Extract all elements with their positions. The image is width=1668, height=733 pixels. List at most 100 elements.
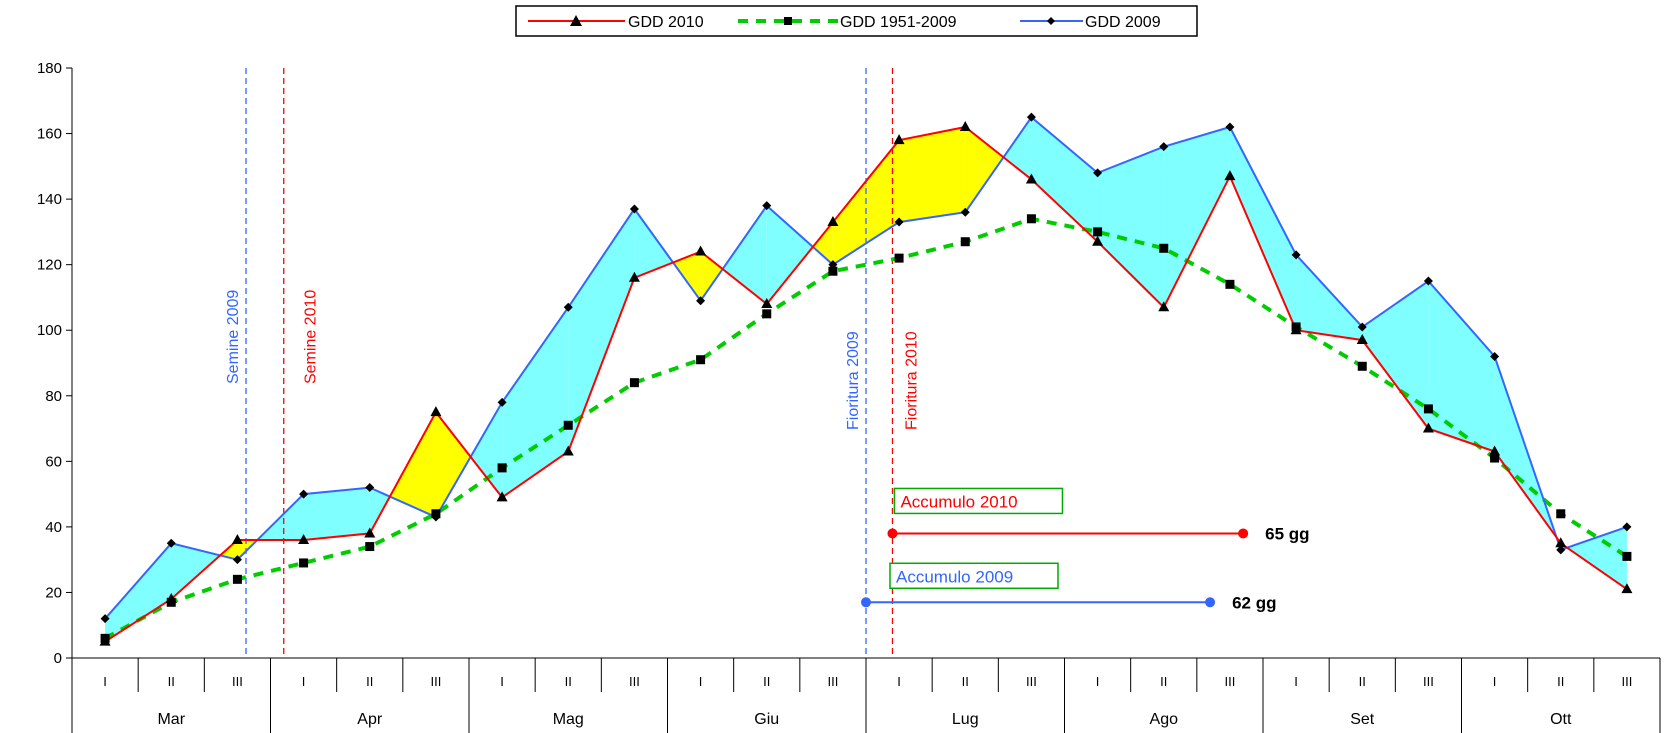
fill-2010-above [389, 412, 436, 518]
legend-label-mean: GDD 1951-2009 [840, 14, 957, 31]
y-tick-label: 80 [45, 388, 62, 405]
fill-2009-above [369, 487, 390, 534]
accumulation-start-0 [887, 528, 898, 539]
y-tick-label: 100 [37, 322, 62, 339]
point-gdd-2009 [1423, 276, 1433, 286]
series-layer [99, 112, 1633, 646]
legend-label-2009: GDD 2009 [1085, 14, 1161, 31]
point-gdd-2009 [1556, 545, 1566, 555]
point-gdd-2009 [497, 397, 507, 407]
point-gdd-1951-2009 [1423, 404, 1433, 414]
point-gdd-2010 [1025, 173, 1037, 184]
accumulation-label-1: Accumulo 2009 [896, 567, 1013, 586]
month-label: Giu [754, 711, 779, 728]
decade-label: II [1557, 674, 1564, 689]
point-gdd-2010 [430, 406, 442, 417]
month-label: Apr [357, 711, 383, 728]
y-tick-label: 140 [37, 191, 62, 208]
decade-label: III [1026, 674, 1037, 689]
point-gdd-1951-2009 [1357, 361, 1367, 371]
decade-label: I [897, 674, 901, 689]
decade-label: II [962, 674, 969, 689]
decade-label: II [1160, 674, 1167, 689]
point-gdd-2010 [1356, 334, 1368, 345]
point-gdd-2009 [100, 614, 110, 624]
point-gdd-2010 [628, 271, 640, 282]
point-gdd-1951-2009 [1490, 453, 1500, 463]
point-gdd-2010 [1489, 445, 1501, 456]
accumulation-label-box-1 [889, 562, 1059, 590]
fill-2009-above [171, 543, 221, 599]
decade-label: III [629, 674, 640, 689]
fill-2009-above [1296, 254, 1363, 341]
event-lines: Semine 2009 Semine 2010 Fioritura 2009 Fior… [225, 68, 920, 658]
legend-marker-mean [784, 17, 792, 25]
legend: GDD 2010 GDD 1951-2009 GDD 2009 [515, 5, 1198, 37]
accumulation-start-1 [861, 597, 871, 608]
point-gdd-2009 [232, 555, 242, 565]
difference-fills [105, 117, 1627, 642]
point-gdd-2010 [165, 593, 177, 603]
point-gdd-2010 [959, 121, 971, 131]
legend-label-2010: GDD 2010 [628, 14, 704, 31]
accumulation-days-1: 62 gg [1232, 593, 1276, 612]
point-gdd-2009 [894, 217, 904, 227]
series-line-gdd-1951-2009 [104, 216, 1628, 641]
point-gdd-2009 [1225, 122, 1235, 132]
point-gdd-2009 [762, 201, 772, 211]
decade-label: III [1621, 674, 1632, 689]
fill-2009-above [1229, 127, 1297, 331]
decade-label: II [1359, 674, 1366, 689]
series-line-gdd-2010 [104, 125, 1628, 643]
fill-2009-above [105, 543, 172, 642]
fill-2010-above [435, 412, 471, 518]
point-gdd-2010 [298, 534, 310, 544]
y-tick-label: 160 [37, 126, 62, 143]
point-gdd-1951-2009 [696, 355, 706, 365]
fill-2010-above [899, 127, 966, 223]
legend-marker-2009 [1047, 17, 1055, 25]
decade-label: II [168, 674, 175, 689]
series-line-gdd-2009 [104, 115, 1628, 620]
fill-2009-above [1031, 117, 1098, 242]
y-tick-label: 60 [45, 453, 62, 470]
point-gdd-2009 [1093, 168, 1103, 178]
decade-label: II [565, 674, 572, 689]
fill-2009-above [470, 402, 503, 498]
y-tick-label: 20 [45, 584, 62, 601]
point-gdd-2010 [893, 134, 905, 145]
point-gdd-2009 [1291, 250, 1301, 260]
decade-label: I [1294, 674, 1298, 689]
point-gdd-1951-2009 [1556, 509, 1566, 519]
month-label: Mar [157, 711, 185, 728]
point-gdd-2010 [562, 445, 574, 456]
point-gdd-1951-2009 [1622, 551, 1632, 561]
month-label: Lug [952, 711, 979, 728]
point-gdd-2010 [1092, 235, 1104, 246]
month-label: Mag [553, 711, 584, 728]
point-gdd-1951-2009 [894, 253, 904, 263]
point-gdd-2010 [827, 216, 839, 227]
point-gdd-2009 [1026, 112, 1036, 122]
point-gdd-1951-2009 [629, 378, 639, 388]
point-gdd-1951-2009 [563, 420, 573, 430]
vline-label-2: Fioritura 2009 [845, 331, 862, 430]
fill-2009-above [1097, 146, 1164, 308]
legend-box [515, 5, 1198, 37]
point-gdd-2010 [496, 491, 508, 502]
y-tick-label: 40 [45, 519, 62, 536]
decade-label: III [232, 674, 243, 689]
vline-label-3: Fioritura 2010 [903, 331, 920, 430]
point-gdd-2009 [828, 260, 838, 270]
point-gdd-2009 [960, 207, 970, 217]
point-gdd-2009 [431, 512, 441, 522]
point-gdd-1951-2009 [762, 309, 772, 319]
point-gdd-1951-2009 [1225, 279, 1235, 289]
fill-2009-above [568, 208, 635, 452]
point-gdd-2010 [761, 298, 773, 308]
decade-label: III [827, 674, 838, 689]
month-label: Ago [1150, 711, 1179, 728]
point-gdd-2009 [1357, 322, 1367, 332]
point-gdd-2009 [696, 296, 706, 306]
